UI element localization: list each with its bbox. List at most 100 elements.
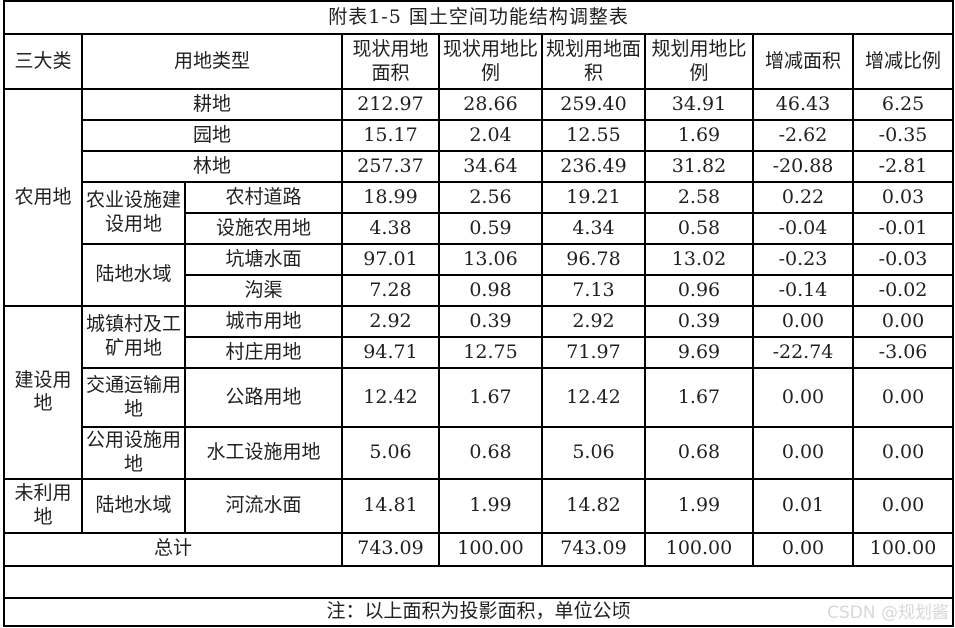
- subgroup-cell: 陆地水域: [81, 243, 186, 307]
- value-cell: 2.04: [438, 119, 543, 152]
- header-cell-planned-ratio: 规划用地比例: [644, 33, 754, 90]
- value-cell: 31.82: [644, 150, 754, 183]
- value-cell: 0.00: [851, 477, 955, 534]
- header-cell-change-ratio: 增减比例: [851, 33, 955, 90]
- value-cell: -0.01: [851, 212, 955, 245]
- value-cell: -20.88: [752, 150, 854, 183]
- value-cell: -0.03: [851, 243, 955, 276]
- value-cell: 1.67: [438, 367, 543, 428]
- value-cell: 2.56: [438, 181, 543, 214]
- value-cell: 13.02: [644, 243, 754, 276]
- value-cell: -0.02: [851, 274, 955, 307]
- header-cell-land-type: 用地类型: [81, 33, 343, 90]
- category-cell: 建设用地: [3, 305, 83, 480]
- value-cell: 15.17: [341, 119, 440, 152]
- subgroup-cell: 农业设施建设用地: [81, 181, 186, 245]
- value-cell: -2.62: [752, 119, 854, 152]
- value-cell: 5.06: [341, 426, 440, 480]
- value-cell: 0.22: [752, 181, 854, 214]
- value-cell: 13.06: [438, 243, 543, 276]
- value-cell: 34.91: [644, 88, 754, 121]
- subgroup-cell: 交通运输用地: [81, 367, 186, 428]
- value-cell: 71.97: [541, 336, 646, 369]
- total-value-cell: 100.00: [851, 531, 955, 567]
- value-cell: 14.81: [341, 477, 440, 534]
- value-cell: 6.25: [851, 88, 955, 121]
- value-cell: 0.96: [644, 274, 754, 307]
- value-cell: 1.99: [644, 477, 754, 534]
- total-value-cell: 743.09: [541, 531, 646, 567]
- value-cell: 212.97: [341, 88, 440, 121]
- value-cell: 2.92: [341, 305, 440, 338]
- value-cell: 0.00: [752, 367, 854, 428]
- value-cell: 5.06: [541, 426, 646, 480]
- note-cell: 注：以上面积为投影面积，单位公顷: [2, 596, 955, 627]
- value-cell: 7.28: [341, 274, 440, 307]
- value-cell: 12.42: [341, 367, 440, 428]
- header-cell-planned-area: 规划用地面积: [541, 33, 646, 90]
- value-cell: -0.04: [752, 212, 854, 245]
- total-value-cell: 100.00: [644, 531, 754, 567]
- subgroup-cell: 陆地水域: [81, 477, 186, 534]
- land-name-cell: 园地: [81, 119, 343, 152]
- value-cell: 12.75: [438, 336, 543, 369]
- header-cell-current-ratio: 现状用地比例: [438, 33, 543, 90]
- value-cell: 2.58: [644, 181, 754, 214]
- value-cell: 0.39: [644, 305, 754, 338]
- value-cell: 19.21: [541, 181, 646, 214]
- value-cell: 0.58: [644, 212, 754, 245]
- value-cell: 94.71: [341, 336, 440, 369]
- land-name-cell: 坑塘水面: [184, 243, 343, 276]
- value-cell: 0.39: [438, 305, 543, 338]
- land-name-cell: 河流水面: [184, 477, 343, 534]
- spacer-row: [2, 564, 955, 599]
- value-cell: 236.49: [541, 150, 646, 183]
- value-cell: 2.92: [541, 305, 646, 338]
- value-cell: 0.68: [438, 426, 543, 480]
- value-cell: 18.99: [341, 181, 440, 214]
- header-cell-category: 三大类: [3, 33, 83, 90]
- value-cell: 0.00: [752, 305, 854, 338]
- value-cell: 1.67: [644, 367, 754, 428]
- land-name-cell: 耕地: [81, 88, 343, 121]
- value-cell: 46.43: [752, 88, 854, 121]
- value-cell: 34.64: [438, 150, 543, 183]
- value-cell: 0.00: [752, 426, 854, 480]
- value-cell: -0.35: [851, 119, 955, 152]
- value-cell: 0.68: [644, 426, 754, 480]
- subgroup-cell: 城镇村及工矿用地: [81, 305, 186, 369]
- value-cell: 4.34: [541, 212, 646, 245]
- value-cell: 257.37: [341, 150, 440, 183]
- total-value-cell: 100.00: [438, 531, 543, 567]
- value-cell: 0.03: [851, 181, 955, 214]
- value-cell: -22.74: [752, 336, 854, 369]
- category-cell: 农用地: [3, 88, 83, 307]
- land-name-cell: 水工设施用地: [184, 426, 343, 480]
- value-cell: 0.00: [851, 367, 955, 428]
- value-cell: 0.00: [851, 426, 955, 480]
- land-name-cell: 沟渠: [184, 274, 343, 307]
- value-cell: 7.13: [541, 274, 646, 307]
- value-cell: 0.98: [438, 274, 543, 307]
- value-cell: 14.82: [541, 477, 646, 534]
- total-value-cell: 743.09: [341, 531, 440, 567]
- value-cell: 4.38: [341, 212, 440, 245]
- value-cell: 259.40: [541, 88, 646, 121]
- value-cell: 12.42: [541, 367, 646, 428]
- value-cell: 9.69: [644, 336, 754, 369]
- value-cell: -0.23: [752, 243, 854, 276]
- value-cell: 0.01: [752, 477, 854, 534]
- total-label-cell: 总计: [3, 531, 343, 567]
- value-cell: 97.01: [341, 243, 440, 276]
- header-cell-change-area: 增减面积: [752, 33, 854, 90]
- value-cell: 1.69: [644, 119, 754, 152]
- land-name-cell: 设施农用地: [184, 212, 343, 245]
- land-name-cell: 林地: [81, 150, 343, 183]
- value-cell: 28.66: [438, 88, 543, 121]
- land-name-cell: 公路用地: [184, 367, 343, 428]
- land-name-cell: 城市用地: [184, 305, 343, 338]
- subgroup-cell: 公用设施用地: [81, 426, 186, 480]
- total-value-cell: 0.00: [752, 531, 854, 567]
- land-name-cell: 村庄用地: [184, 336, 343, 369]
